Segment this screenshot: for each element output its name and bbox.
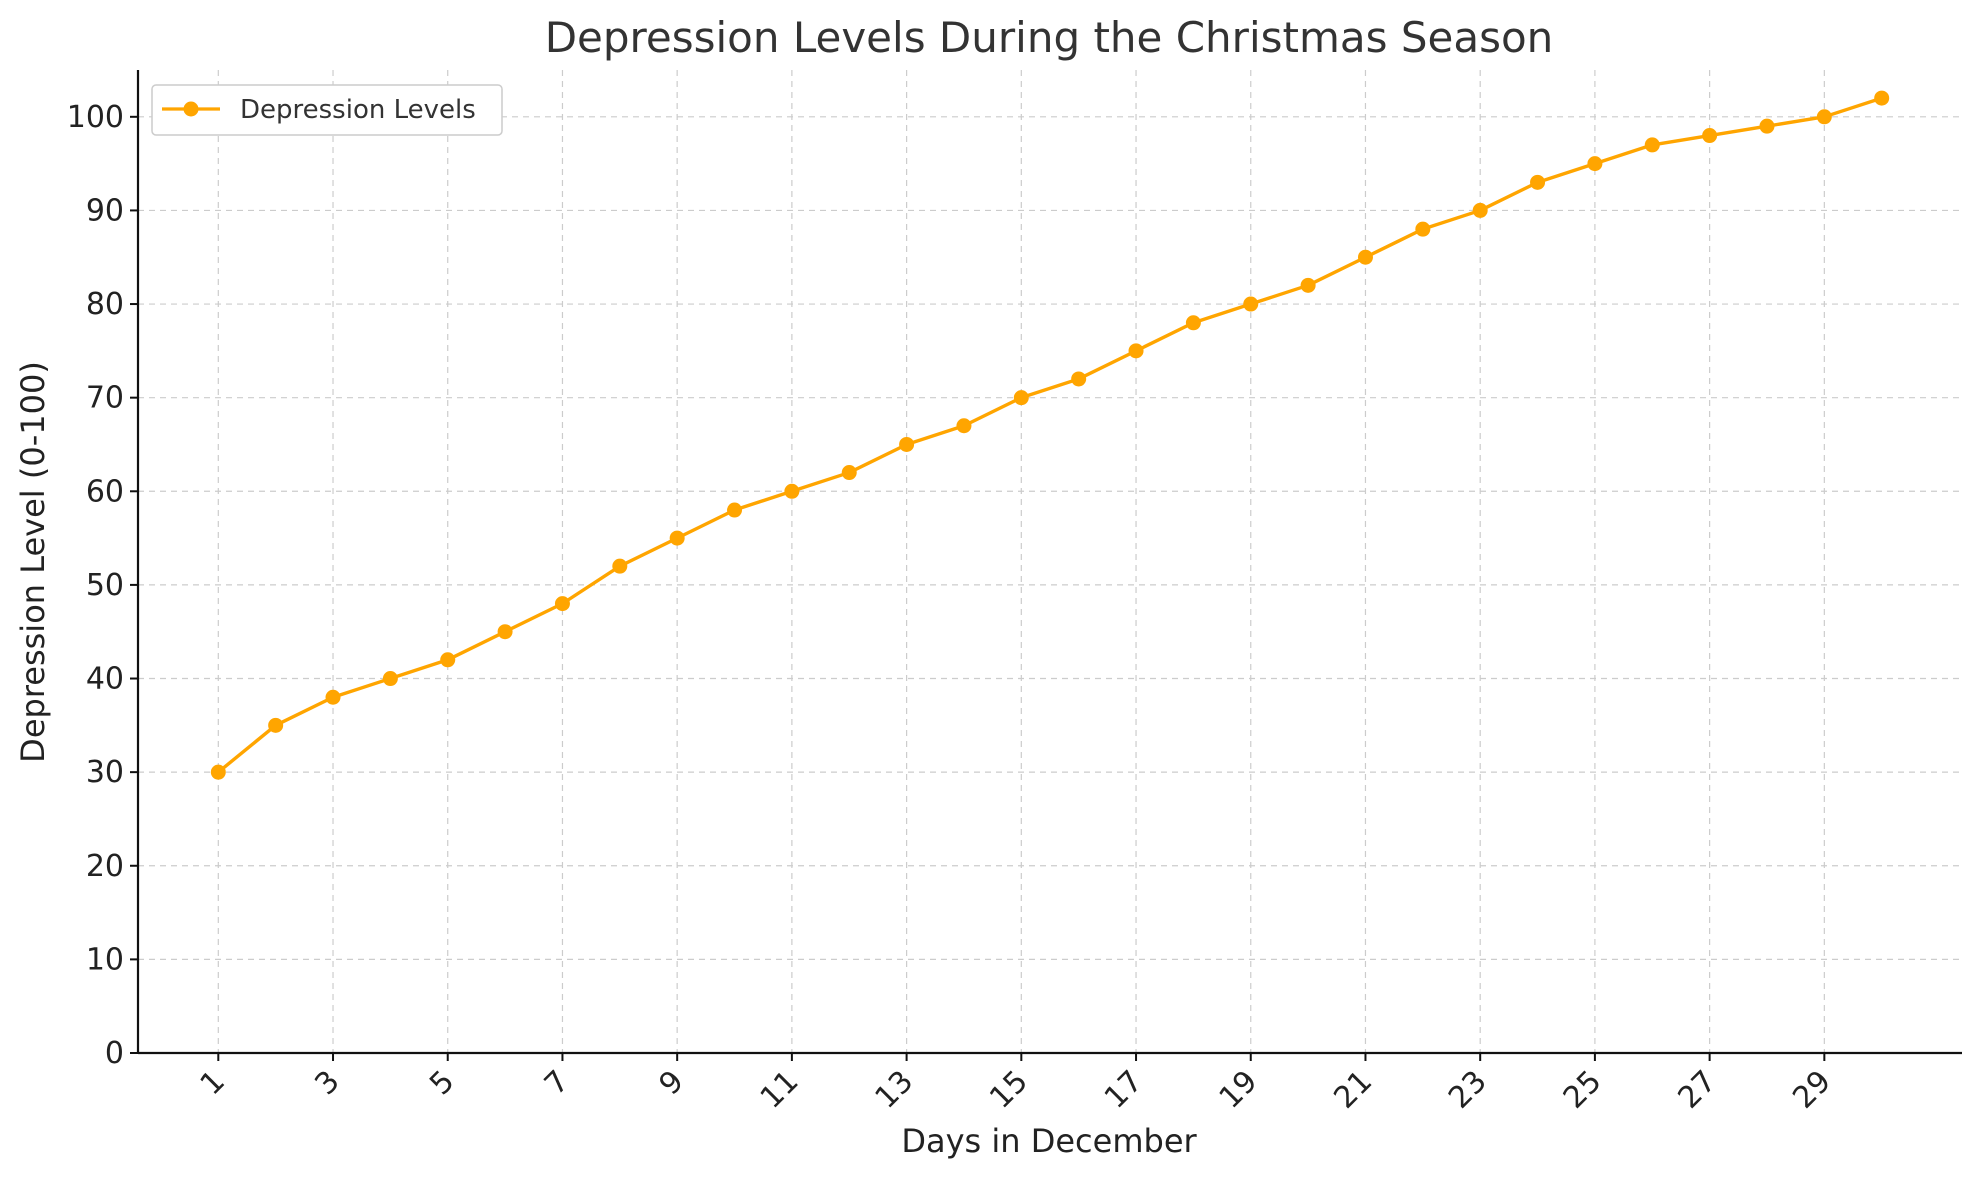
series bbox=[210, 90, 1890, 780]
data-point bbox=[1071, 371, 1087, 387]
data-point bbox=[268, 717, 284, 733]
data-point bbox=[1702, 128, 1718, 144]
chart-title: Depression Levels During the Christmas S… bbox=[545, 13, 1554, 62]
y-tick-label: 100 bbox=[67, 100, 124, 135]
y-tick-label: 40 bbox=[86, 662, 124, 697]
data-point bbox=[497, 624, 513, 640]
data-point bbox=[1816, 109, 1832, 125]
x-axis-label: Days in December bbox=[901, 1122, 1197, 1160]
y-tick-label: 60 bbox=[86, 474, 124, 509]
x-tick-label: 7 bbox=[538, 1064, 576, 1102]
x-tick-label: 5 bbox=[423, 1064, 461, 1102]
x-tick-label: 13 bbox=[869, 1064, 921, 1116]
data-point bbox=[727, 502, 743, 518]
x-tick-label: 29 bbox=[1786, 1064, 1838, 1116]
x-tick-label: 15 bbox=[983, 1064, 1035, 1116]
legend-box bbox=[151, 84, 503, 136]
data-point bbox=[669, 530, 685, 546]
y-tick-label: 20 bbox=[86, 849, 124, 884]
x-tick-label: 27 bbox=[1672, 1064, 1724, 1116]
data-point bbox=[1759, 118, 1775, 134]
y-tick-label: 10 bbox=[86, 942, 124, 977]
data-point bbox=[899, 436, 915, 452]
data-point bbox=[1357, 249, 1373, 265]
data-point bbox=[1530, 174, 1546, 190]
y-tick-label: 30 bbox=[86, 755, 124, 790]
data-point bbox=[1644, 137, 1660, 153]
y-tick-label: 90 bbox=[86, 193, 124, 228]
data-point bbox=[784, 483, 800, 499]
data-point bbox=[956, 418, 972, 434]
legend: Depression Levels bbox=[151, 84, 503, 136]
data-point bbox=[1128, 343, 1144, 359]
y-tick-label: 0 bbox=[105, 1036, 124, 1071]
series-line bbox=[216, 96, 1884, 774]
data-point bbox=[554, 596, 570, 612]
data-point bbox=[382, 671, 398, 687]
data-point bbox=[612, 558, 628, 574]
data-point bbox=[1300, 277, 1316, 293]
y-axis-label: Depression Level (0-100) bbox=[14, 361, 52, 763]
y-tick-label: 50 bbox=[86, 568, 124, 603]
data-point bbox=[1185, 315, 1201, 331]
legend-marker-swatch bbox=[183, 101, 199, 117]
data-point bbox=[1587, 156, 1603, 172]
x-tick-label: 25 bbox=[1557, 1064, 1609, 1116]
legend-label: Depression Levels bbox=[240, 95, 476, 125]
y-tick-label: 80 bbox=[86, 287, 124, 322]
x-tick-label: 9 bbox=[653, 1064, 691, 1102]
x-tick-label: 3 bbox=[308, 1064, 346, 1102]
x-tick-label: 11 bbox=[754, 1064, 806, 1116]
data-point bbox=[1472, 202, 1488, 218]
x-tick-label: 19 bbox=[1213, 1064, 1265, 1116]
x-tick-label: 23 bbox=[1442, 1064, 1494, 1116]
data-point bbox=[1874, 90, 1890, 106]
data-point bbox=[1013, 390, 1029, 406]
axes bbox=[136, 70, 1962, 1055]
y-tick-label: 70 bbox=[86, 381, 124, 416]
data-point bbox=[841, 465, 857, 481]
x-tick-label: 1 bbox=[194, 1064, 232, 1102]
data-point bbox=[1243, 296, 1259, 312]
data-point bbox=[1415, 221, 1431, 237]
data-point bbox=[325, 689, 341, 705]
x-tick-label: 21 bbox=[1327, 1064, 1379, 1116]
grid bbox=[138, 70, 1962, 1054]
data-point bbox=[210, 764, 226, 780]
x-tick-label: 17 bbox=[1098, 1064, 1150, 1116]
data-point bbox=[440, 652, 456, 668]
